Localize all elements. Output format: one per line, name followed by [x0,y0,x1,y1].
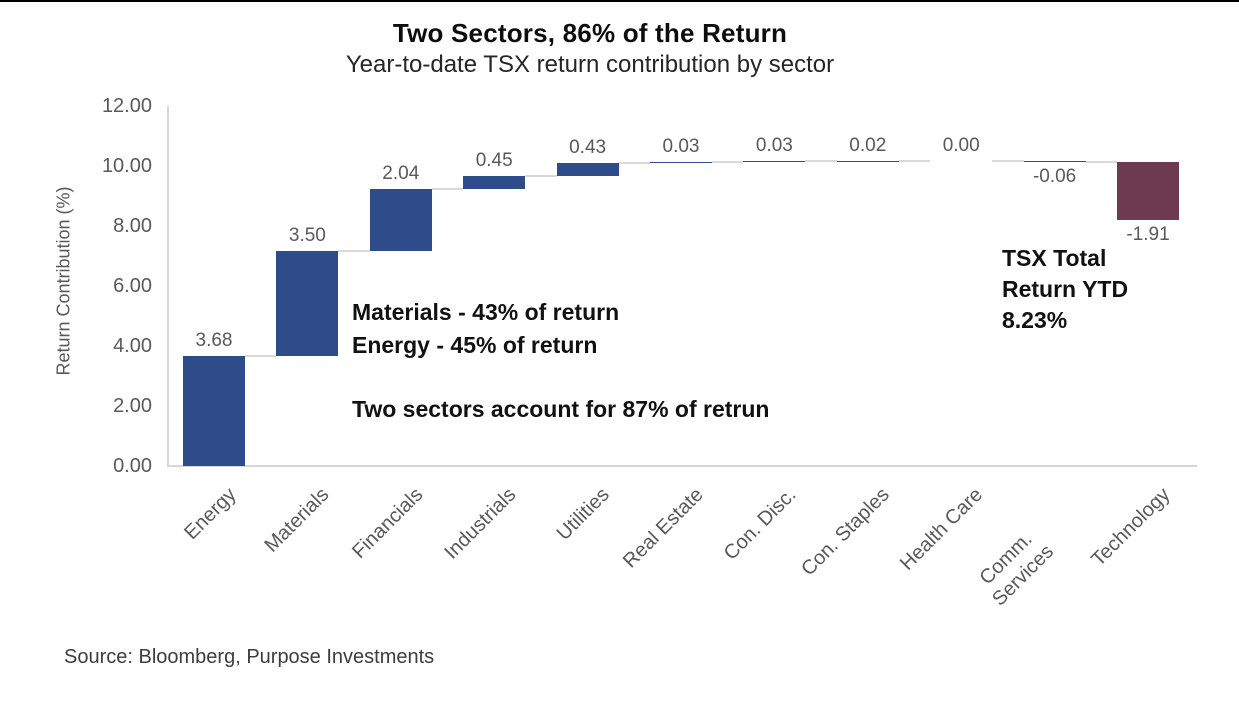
waterfall-connector [245,354,277,357]
y-tick-label: 6.00 [113,275,152,297]
bar-value-label-industrials: 0.45 [475,149,513,171]
x-category-label-technology: Technology [1087,483,1175,571]
bar-real-estate [650,162,712,164]
waterfall-connector [431,188,464,191]
y-tick-label: 10.00 [101,155,152,177]
waterfall-connector [338,249,370,252]
y-axis-title: Return Contribution (%) [53,186,74,376]
bar-con-disc [743,161,806,163]
annotation-tsx-total-return: TSX Total Return YTD 8.23% [1002,245,1129,333]
bar-energy [183,355,245,466]
bar-value-label-materials: 3.50 [288,224,326,246]
x-category-label-utilities: Utilities [552,483,614,545]
waterfall-connector [525,174,557,177]
bar-con-staples [836,160,899,162]
x-category-label-con-disc: Con. Disc. [719,483,801,565]
y-tick-label: 2.00 [113,395,152,417]
waterfall-connector [712,161,744,164]
annotation-materials-energy-share: Materials - 43% of return Energy - 45% o… [352,299,620,358]
bar-financials [369,189,432,251]
x-category-label-real-estate: Real Estate [618,483,708,573]
bar-technology [1117,162,1179,220]
bar-value-label-financials: 2.04 [382,163,420,185]
bar-value-label-utilities: 0.43 [569,137,607,158]
chart-subtitle: Year-to-date TSX return contribution by … [345,51,835,78]
top-border-line [0,0,1239,2]
y-tick-label: 0.00 [113,455,152,477]
x-category-label-con-staples: Con. Staples [797,483,895,581]
x-category-label-health-care: Health Care [896,483,988,575]
y-tick-label: 12.00 [101,95,152,117]
x-category-label-energy: Energy [179,483,241,545]
y-axis-line [167,106,169,466]
bar-industrials [463,175,526,190]
x-category-label-comm-services: Comm. Services [975,528,1058,611]
bar-value-label-con-staples: 0.02 [849,134,887,156]
waterfall-connector [992,159,1024,162]
x-category-label-materials: Materials [260,483,334,557]
bar-value-label-real-estate: 0.03 [662,136,700,158]
waterfall-connector [805,160,837,163]
bar-value-label-technology: -1.91 [1126,223,1170,245]
bar-value-label-health-care: 0.00 [942,134,980,156]
waterfall-connector [1085,161,1117,164]
waterfall-connector [618,162,650,164]
x-axis-line [167,465,1197,467]
bar-value-label-comm-services: -0.06 [1032,166,1077,188]
annotation-two-sectors: Two sectors account for 87% of retrun [352,396,770,422]
y-tick-label: 8.00 [113,215,152,237]
x-category-label-financials: Financials [347,483,428,563]
bar-value-label-con-disc: 0.03 [755,135,793,157]
chart-title: Two Sectors, 86% of the Return [392,18,788,48]
bar-utilities [556,163,619,176]
source-note: Source: Bloomberg, Purpose Investments [64,646,435,668]
bar-value-label-energy: 3.68 [195,329,233,351]
y-tick-label: 4.00 [113,335,152,357]
bar-materials [276,250,339,356]
x-category-label-industrials: Industrials [440,483,521,564]
bar-comm-services [1023,160,1086,163]
waterfall-connector [898,159,931,162]
